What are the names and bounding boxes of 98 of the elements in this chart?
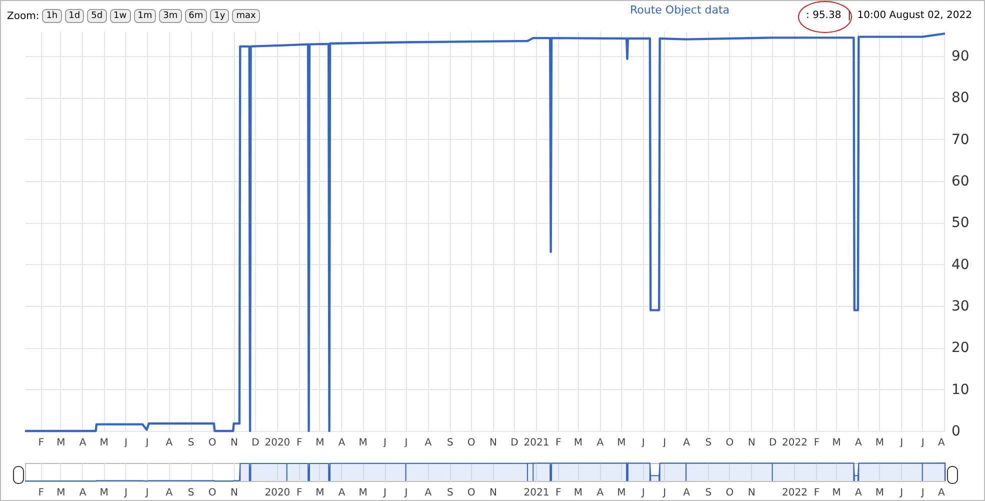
series-label: Route Object data: [630, 4, 730, 16]
line-series: [24, 32, 946, 432]
x-tick-label: A: [855, 438, 862, 448]
x-tick-label: O: [208, 488, 216, 498]
x-tick-label: O: [726, 488, 734, 498]
y-tick-label: 40: [952, 256, 970, 273]
y-tick-label: 0: [952, 424, 960, 440]
x-tick-label: M: [574, 438, 583, 448]
x-tick-label: F: [556, 488, 562, 498]
x-tick-label: A: [855, 488, 862, 498]
x-tick-label: O: [726, 438, 734, 448]
x-tick-label: N: [490, 438, 498, 448]
x-tick-label: F: [296, 438, 302, 448]
text: 1w: [110, 9, 131, 23]
x-tick-label: A: [596, 438, 604, 448]
x-tick-label: J: [144, 488, 149, 498]
x-tick-label: J: [662, 488, 666, 498]
x-tick-label: A: [938, 438, 945, 448]
text: 1d: [64, 9, 84, 23]
text: 1m: [134, 9, 156, 23]
x-tick-label: A: [424, 488, 432, 498]
text: 3m: [159, 9, 182, 23]
x-tick-label: N: [748, 438, 756, 448]
x-tick-label: F: [38, 438, 44, 448]
x-tick-label: M: [358, 488, 368, 498]
x-tick-label: M: [316, 488, 324, 498]
y-tick-label: 60: [952, 174, 970, 190]
x-tick-label: 2021: [524, 488, 550, 498]
x-tick-label: A: [338, 438, 346, 448]
x-tick-label: N: [230, 488, 238, 498]
x-tick-label: M: [617, 438, 626, 448]
x-tick-label: S: [188, 488, 194, 498]
x-tick-label: M: [100, 438, 108, 448]
text: 1h: [42, 9, 62, 23]
x-tick-label: F: [38, 488, 44, 498]
x-tick-label: S: [705, 488, 712, 498]
x-tick-label: J: [640, 488, 645, 498]
x-tick-label: F: [556, 438, 562, 448]
x-tick-label: D: [768, 438, 777, 448]
x-tick-label: J: [124, 488, 128, 498]
x-tick-label: F: [814, 488, 820, 498]
x-tick-label: F: [814, 438, 820, 448]
x-tick-label: S: [446, 488, 454, 498]
x-tick-label: D: [510, 438, 519, 448]
x-tick-label: M: [100, 488, 108, 498]
x-tick-label: A: [79, 488, 86, 498]
x-tick-label: M: [56, 488, 66, 498]
x-tick-label: J: [899, 488, 904, 498]
x-tick-label: O: [467, 438, 476, 448]
x-tick-label: A: [596, 488, 604, 498]
x-tick-label: M: [832, 438, 841, 448]
x-tick-label: A: [166, 488, 173, 498]
x-tick-label: A: [166, 438, 173, 448]
y-tick-label: 30: [952, 298, 970, 314]
x-tick-label: 2022: [782, 488, 808, 498]
text: Zoom:: [7, 10, 40, 22]
y-tick-label: 70: [952, 132, 970, 148]
x-tick-label: A: [683, 488, 690, 498]
y-tick-label: 50: [952, 215, 970, 232]
y-tick-label: 80: [952, 90, 970, 106]
x-tick-label: M: [617, 488, 626, 498]
x-tick-label: D: [252, 438, 260, 448]
x-tick-label: M: [358, 438, 368, 448]
text: 6m: [184, 9, 208, 23]
x-tick-label: S: [705, 438, 712, 448]
text: max: [232, 9, 260, 23]
y-tick-label: 10: [952, 382, 970, 398]
y-tick-label: 90: [952, 48, 970, 64]
x-tick-label: J: [404, 488, 408, 498]
x-tick-label: A: [79, 438, 86, 448]
x-tick-label: A: [338, 488, 346, 498]
x-tick-label: M: [875, 488, 884, 498]
x-tick-label: M: [316, 438, 324, 448]
x-tick-label: 2020: [264, 488, 290, 498]
text: 5d: [87, 9, 107, 23]
text: 1y: [210, 9, 230, 23]
x-tick-label: N: [748, 488, 756, 498]
x-tick-label: J: [920, 488, 924, 498]
x-tick-label: J: [382, 488, 386, 498]
x-tick-label: A: [938, 488, 945, 498]
x-tick-label: M: [832, 488, 841, 498]
x-tick-label: N: [230, 438, 238, 448]
x-tick-label: M: [875, 438, 884, 448]
x-tick-label: M: [56, 438, 66, 448]
x-tick-label: M: [574, 488, 583, 498]
text: : 95.38 | 10:00 August 02, 2022: [806, 10, 972, 21]
x-tick-label: 2022: [782, 438, 808, 448]
x-tick-label: A: [683, 438, 690, 448]
x-tick-label: O: [467, 488, 476, 498]
x-tick-label: O: [208, 438, 216, 448]
x-tick-label: A: [424, 438, 432, 448]
x-tick-label: S: [446, 438, 454, 448]
x-tick-label: F: [296, 488, 302, 498]
x-tick-label: 2021: [524, 438, 550, 448]
y-tick-label: 20: [952, 340, 970, 356]
x-tick-label: 2020: [264, 438, 290, 448]
x-tick-label: N: [490, 488, 498, 498]
x-tick-label: S: [188, 438, 194, 448]
